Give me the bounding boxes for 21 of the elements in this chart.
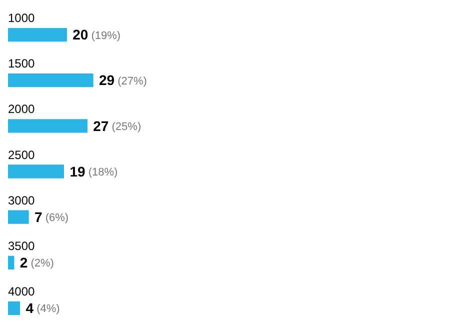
bar [8,119,88,133]
bar [8,28,67,42]
bar [8,210,29,224]
bar [8,74,94,88]
data-label: 27 (25%) [93,118,142,134]
y-tick-label: 1000 [8,11,36,26]
y-tick-label: 1500 [8,56,36,71]
y-tick-label: 3500 [8,238,36,253]
bar [8,164,64,178]
data-label: 7 (6%) [34,208,69,225]
bar [8,256,14,270]
y-tick-label: 2500 [8,148,36,162]
data-label: 4 (4%) [26,300,60,316]
data-label: 2 (2%) [20,254,54,270]
data-label: 29 (27%) [99,72,147,88]
bar [8,301,20,316]
y-tick-label: 3000 [8,193,36,208]
y-tick-label: 4000 [8,284,36,299]
y-tick-label: 2000 [8,102,36,116]
data-label: 19 (18%) [70,163,118,180]
data-label: 20 (19%) [72,26,121,43]
